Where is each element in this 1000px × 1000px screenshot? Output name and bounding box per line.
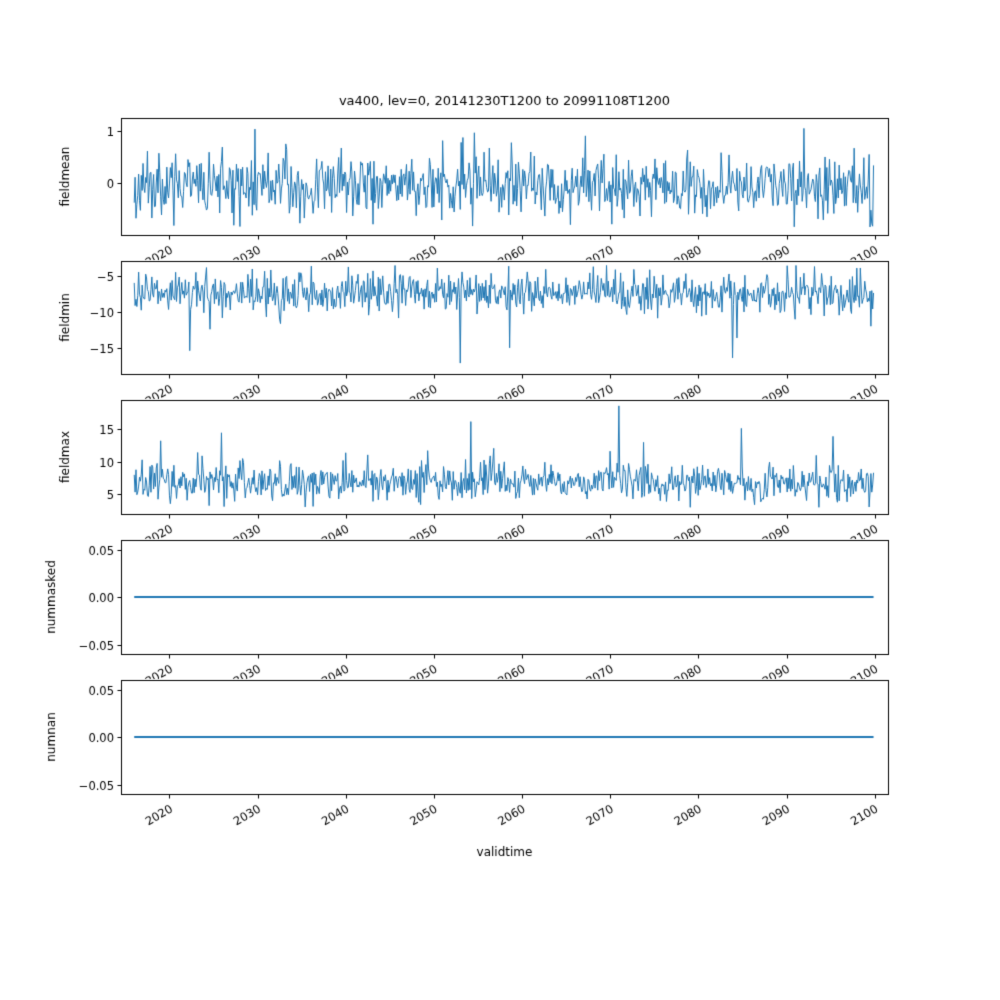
matplotlib-figure: va400, lev=0, 20141230T1200 to 20991108T… [0,0,1000,1000]
chart-canvas [0,0,1000,1000]
